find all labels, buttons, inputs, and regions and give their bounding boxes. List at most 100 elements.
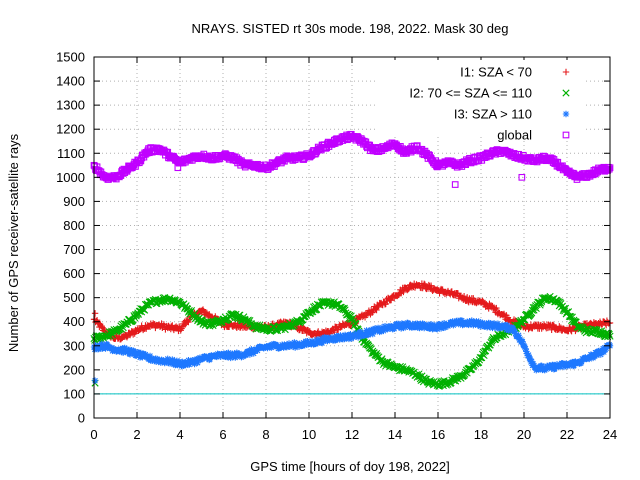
data-point (119, 349, 127, 356)
data-point (512, 330, 519, 337)
data-point (460, 293, 468, 300)
data-point (357, 328, 364, 336)
data-point (130, 348, 138, 355)
x-tick-label: 20 (517, 427, 531, 442)
y-tick-label: 100 (63, 386, 85, 401)
data-point (530, 362, 538, 369)
data-point (355, 331, 363, 339)
data-point (556, 323, 563, 330)
data-point (455, 320, 462, 328)
y-tick-label: 1300 (56, 98, 85, 113)
x-tick-label: 12 (345, 427, 359, 442)
chart-title: NRAYS. SISTED rt 30s mode. 198, 2022. Ma… (192, 21, 509, 36)
legend-marker (562, 131, 570, 139)
data-point (368, 309, 376, 316)
data-point (347, 331, 354, 338)
data-point (605, 163, 612, 171)
legend-label: I3: SZA > 110 (454, 107, 532, 122)
data-point (530, 360, 537, 368)
data-point (420, 280, 428, 288)
data-point (570, 362, 578, 369)
outlier-point (91, 377, 99, 384)
data-point (525, 351, 532, 359)
x-tick-label: 16 (431, 427, 445, 442)
y-tick-label: 800 (63, 218, 85, 233)
data-point (102, 345, 109, 352)
data-point (382, 300, 389, 308)
data-point (399, 363, 407, 371)
data-point (536, 301, 544, 309)
data-point (139, 326, 147, 334)
data-point (301, 325, 308, 333)
x-tick-label: 2 (133, 427, 140, 442)
data-point (315, 335, 323, 343)
legend-background (375, 60, 585, 136)
data-point (400, 324, 407, 332)
data-point (133, 352, 140, 359)
data-point (213, 353, 221, 361)
data-point (551, 365, 558, 372)
data-point (521, 343, 528, 351)
data-point (186, 361, 193, 368)
data-point (509, 324, 516, 332)
y-tick-label: 1000 (56, 170, 85, 185)
data-point (175, 360, 182, 368)
data-point (381, 322, 389, 330)
x-tick-label: 22 (560, 427, 574, 442)
data-point (528, 306, 537, 314)
data-point (500, 311, 507, 318)
y-axis-label: Number of GPS receiver-satellite rays (6, 133, 21, 352)
data-point (586, 355, 593, 363)
data-point (401, 323, 409, 331)
data-point (602, 345, 610, 352)
series-4 (90, 130, 614, 183)
data-point (232, 353, 240, 360)
data-point (293, 342, 300, 349)
data-point (536, 365, 543, 373)
data-point (463, 318, 471, 326)
data-point (606, 341, 613, 348)
data-point (497, 324, 505, 331)
data-point (340, 304, 348, 312)
data-point (368, 327, 376, 334)
data-point (177, 359, 184, 366)
data-point (378, 324, 386, 331)
data-point (99, 324, 106, 331)
data-point (304, 337, 311, 345)
data-point (578, 358, 585, 366)
data-point (525, 325, 532, 333)
legend: I1: SZA < 70 I2: 70 <= SZA <= 110 I3: SZA … (375, 60, 585, 143)
data-point (494, 320, 502, 327)
y-tick-label: 200 (63, 362, 85, 377)
data-point (465, 321, 472, 329)
data-point (515, 332, 522, 339)
data-point (427, 320, 435, 328)
data-point (486, 323, 493, 331)
data-point (184, 317, 191, 324)
data-point (470, 295, 477, 302)
outlier-point (91, 310, 99, 317)
data-point (209, 321, 217, 330)
data-point (549, 321, 557, 328)
y-tick-label: 900 (63, 194, 85, 209)
outlier-points (91, 164, 526, 387)
data-point (365, 330, 373, 338)
data-point (305, 327, 312, 334)
y-tick-label: 300 (63, 338, 85, 353)
data-point (519, 338, 526, 345)
data-point (268, 344, 275, 351)
legend-label: I1: SZA < 70 (460, 65, 532, 80)
data-point (434, 325, 441, 333)
data-point (481, 299, 489, 307)
y-tick-label: 700 (63, 242, 85, 257)
data-point (404, 286, 411, 294)
data-point (149, 320, 157, 327)
data-point (118, 348, 125, 356)
series-3 (90, 317, 614, 374)
data-point (369, 330, 376, 338)
data-point (476, 321, 483, 328)
data-point (491, 305, 499, 313)
data-point (523, 348, 530, 355)
data-point (506, 327, 514, 334)
